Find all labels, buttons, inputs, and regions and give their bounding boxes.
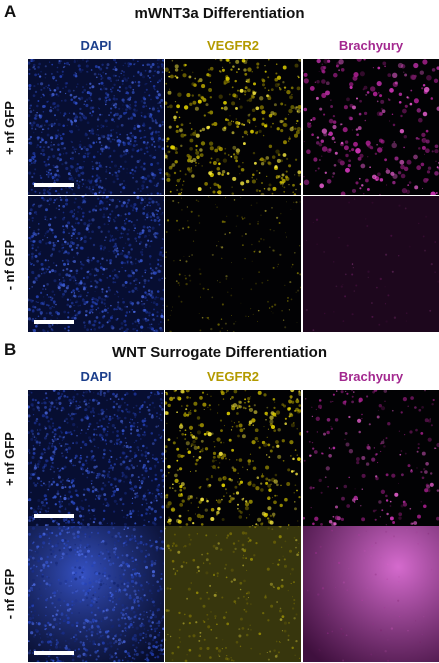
panel-b-brachyury-plus-image [303,390,439,526]
panel-b-vegfr2-plus-image [165,390,301,526]
panel-a-scale-bar-bottom [34,320,74,324]
panel-b-letter: B [4,340,17,359]
panel-a-vegfr2-plus-image [165,59,301,195]
panel-b-dapi-minus-image [28,526,164,662]
panel-a-row-plus-nf-gfp: + nf GFP [2,101,17,155]
panel-b-col-brachyury: Brachyury [338,369,404,384]
panel-a-row-minus-nf-gfp: - nf GFP [2,239,17,291]
panel-a-dapi-plus-image [28,59,164,195]
panel-a-letter: A [4,2,17,21]
panel-b-scale-bar-top [34,514,74,518]
panel-a-scale-bar-top [34,183,74,187]
panel-a-dapi-minus-image [28,196,164,332]
panel-b-row-plus-nf-gfp: + nf GFP [2,432,17,486]
panel-a-vegfr2-minus-image [165,196,301,332]
panel-b-brachyury-minus-image [303,526,439,662]
panel-b-col-vegfr2: VEGFR2 [206,369,259,384]
panel-b-col-dapi: DAPI [80,369,112,384]
panel-a-brachyury-plus-image [303,59,439,195]
panel-a-col-vegfr2: VEGFR2 [206,38,259,53]
panel-a-title: mWNT3a Differentiation [134,5,305,22]
panel-b-dapi-plus-image [28,390,164,526]
panel-a-col-brachyury: Brachyury [338,38,404,53]
panel-b-vegfr2-minus-image [165,526,301,662]
panel-b-scale-bar-bottom [34,651,74,655]
panel-a-brachyury-minus-image [303,196,439,332]
panel-b-row-minus-nf-gfp: - nf GFP [2,568,17,620]
panel-a-col-dapi: DAPI [80,38,112,53]
panel-b-title: WNT Surrogate Differentiation [111,344,327,361]
